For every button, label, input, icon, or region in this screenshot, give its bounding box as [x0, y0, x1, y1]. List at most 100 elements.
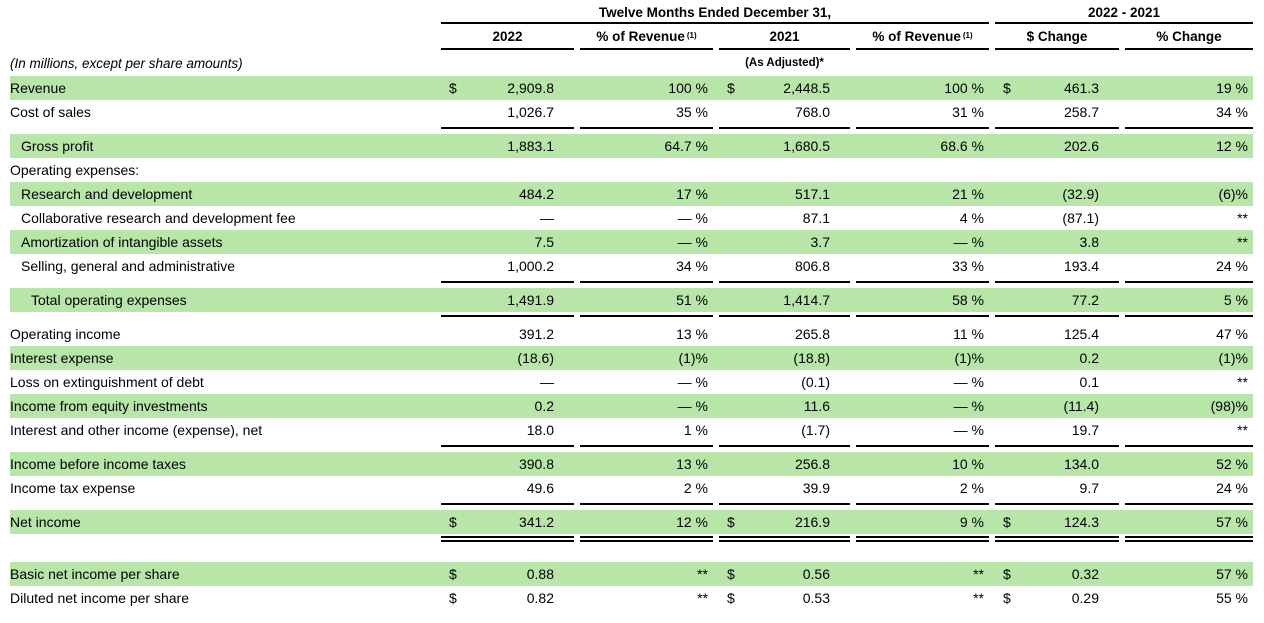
amount-value: 0.56: [802, 566, 830, 582]
pct-change-cell: 19 %: [1216, 80, 1248, 96]
amount-value: 1,026.7: [507, 104, 554, 120]
rule-row: [10, 500, 1253, 510]
rule-segment: [995, 442, 1119, 452]
dollar-change-cell: $0.32: [995, 566, 1119, 582]
rule-spacer: [10, 500, 435, 510]
amount-value: 390.8: [518, 456, 554, 472]
rule-segment: [719, 124, 850, 134]
amount-value: 7.5: [534, 234, 554, 250]
rule-segment: [580, 124, 713, 134]
pct-change-cell: (6)%: [1218, 186, 1248, 202]
table-row: Gross profit 1,883.1 64.7 % 1,680.5 68.6 % 20…: [10, 134, 1253, 158]
units-note: (In millions, except per share amounts): [10, 55, 243, 71]
rule-segment: [580, 500, 713, 510]
rule-line: [441, 445, 574, 447]
amount-value: 265.8: [794, 326, 830, 342]
value-2022-cell: 1,491.9: [441, 292, 574, 308]
rule-line: [580, 445, 713, 447]
dollar-sign: $: [1003, 514, 1011, 530]
rule-segment: [441, 312, 574, 322]
table-row: Research and development 484.2 17 % 517.1 21…: [10, 182, 1253, 206]
period-group-header: Twelve Months Ended December 31,: [441, 5, 989, 24]
pct-change-cell: (1)%: [1218, 350, 1248, 366]
pct-revenue-2022-cell: — %: [677, 374, 708, 390]
pct-change-cell: 12 %: [1216, 138, 1248, 154]
amount-value: (0.1): [801, 374, 830, 390]
rule-line: [1125, 445, 1253, 447]
rule-line: [580, 536, 713, 538]
rule-line: [995, 127, 1119, 129]
value-2022-cell: 391.2: [441, 326, 574, 342]
value-2022-cell: 1,026.7: [441, 104, 574, 120]
pct-revenue-label: % of Revenue: [596, 29, 685, 44]
table-row: Collaborative research and development f…: [10, 206, 1253, 230]
footnote-marker-1: (1): [686, 31, 697, 40]
value-2021-cell: (18.8): [719, 350, 850, 366]
amount-value: 256.8: [794, 456, 830, 472]
value-2021-cell: $0.56: [719, 566, 850, 582]
pct-revenue-2021-cell: 100 %: [944, 80, 984, 96]
dollar-change-cell: 193.4: [995, 258, 1119, 274]
amount-value: (1.7): [801, 422, 830, 438]
pct-change-cell: **: [1237, 234, 1248, 250]
pct-change-cell: 57 %: [1216, 514, 1248, 530]
pct-change-cell: (98)%: [1210, 398, 1248, 414]
pct-change-cell: 34 %: [1216, 104, 1248, 120]
pct-revenue-2021-cell: 31 %: [952, 104, 984, 120]
amount-value: (11.4): [1063, 398, 1099, 414]
amount-value: 0.2: [1079, 350, 1099, 366]
dollar-change-cell: 202.6: [995, 138, 1119, 154]
rule-line: [856, 540, 989, 542]
pct-revenue-2022-cell: 100 %: [668, 80, 708, 96]
pct-revenue-2022-cell: 2 %: [683, 480, 708, 496]
rule-segment: [441, 278, 574, 288]
value-2021-cell: $0.53: [719, 590, 850, 606]
value-2022-cell: 49.6: [441, 480, 574, 496]
row-label: Selling, general and administrative: [21, 258, 236, 274]
rule-line: [1125, 536, 1253, 538]
value-2022-cell: 1,000.2: [441, 258, 574, 274]
value-2022-cell: 0.2: [441, 398, 574, 414]
rule-line: [856, 503, 989, 505]
column-header-pct-revenue-2022: % of Revenue (1): [580, 25, 713, 50]
pct-revenue-2022-cell: **: [697, 566, 708, 582]
group-header-row: Twelve Months Ended December 31, 2022 - …: [10, 4, 1253, 24]
dollar-change-cell: 77.2: [995, 292, 1119, 308]
amount-value: 193.4: [1063, 258, 1099, 274]
dollar-sign: $: [449, 566, 457, 582]
pct-revenue-2021-cell: 21 %: [952, 186, 984, 202]
rule-segment: [441, 534, 574, 547]
pct-revenue-2021-cell: — %: [953, 234, 984, 250]
amount-value: 216.9: [794, 514, 830, 530]
rule-line: [1125, 281, 1253, 283]
pct-change-cell: 55 %: [1216, 590, 1248, 606]
pct-change-cell: 52 %: [1216, 456, 1248, 472]
value-2022-cell: 484.2: [441, 186, 574, 202]
footnote-marker-1: (1): [962, 31, 973, 40]
amount-value: —: [540, 210, 554, 226]
pct-revenue-2021-cell: 4 %: [959, 210, 984, 226]
row-label: Operating income: [10, 326, 121, 342]
dollar-sign: $: [727, 590, 735, 606]
pct-revenue-2022-cell: 34 %: [676, 258, 708, 274]
value-2022-cell: (18.6): [441, 350, 574, 366]
rule-line: [441, 540, 574, 542]
rule-line: [580, 281, 713, 283]
rule-segment: [441, 500, 574, 510]
table-row: Net income $341.2 12 % $216.9 9 % $124.3 57 %: [10, 510, 1253, 534]
rule-row: [10, 312, 1253, 322]
amount-value: 1,000.2: [507, 258, 554, 274]
rule-line: [1125, 540, 1253, 542]
amount-value: 0.32: [1071, 566, 1099, 582]
column-header-row: 2022 % of Revenue (1) 2021 % of Revenue (1…: [10, 25, 1253, 50]
column-header-spacer: [10, 25, 435, 50]
amount-value: 806.8: [794, 258, 830, 274]
amount-value: 0.29: [1071, 590, 1099, 606]
row-label: Collaborative research and development f…: [21, 210, 296, 226]
rule-segment: [1125, 442, 1253, 452]
dollar-change-cell: (11.4): [995, 398, 1119, 414]
table-row: Revenue $2,909.8 100 % $2,448.5 100 % $461.3 1…: [10, 76, 1253, 100]
value-2021-cell: 11.6: [719, 398, 850, 414]
dollar-change-cell: 9.7: [995, 480, 1119, 496]
row-label: Cost of sales: [10, 104, 91, 120]
